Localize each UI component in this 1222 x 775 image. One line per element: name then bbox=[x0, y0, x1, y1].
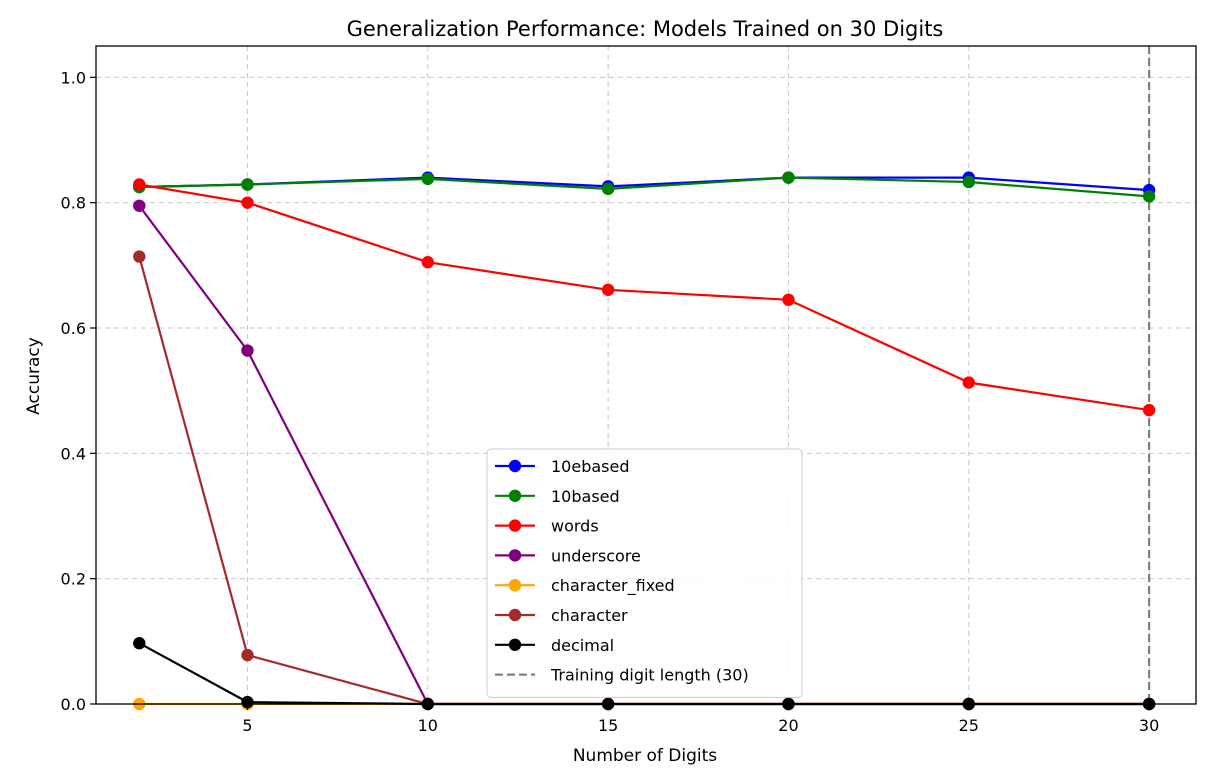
legend-label-training-digit-length-30-: Training digit length (30) bbox=[550, 666, 749, 685]
legend-marker-decimal bbox=[508, 638, 522, 651]
data-point-words bbox=[962, 376, 975, 389]
legend-label-10based: 10based bbox=[551, 487, 620, 506]
data-point-decimal bbox=[133, 637, 146, 650]
data-point-character bbox=[133, 250, 146, 263]
data-point-words bbox=[1142, 403, 1156, 417]
x-tick-label: 15 bbox=[598, 716, 618, 735]
data-point-decimal bbox=[241, 695, 254, 709]
data-point-words bbox=[601, 283, 615, 296]
data-point-character bbox=[241, 648, 254, 662]
data-point-words bbox=[782, 293, 795, 306]
legend-label-words: words bbox=[551, 517, 599, 536]
legend-box bbox=[486, 448, 803, 698]
legend-label-underscore: underscore bbox=[551, 546, 641, 565]
x-tick-label: 20 bbox=[778, 716, 798, 735]
x-tick-label: 25 bbox=[959, 716, 979, 735]
legend: 10ebased 10based words underscore character_… bbox=[486, 448, 803, 698]
data-point-10based bbox=[601, 182, 615, 196]
legend-label-character-fixed: character_fixed bbox=[551, 576, 675, 596]
legend-marker-10based bbox=[508, 489, 522, 502]
axes-frame bbox=[95, 45, 1197, 705]
x-tick-label: 30 bbox=[1139, 716, 1159, 735]
y-tick-label: 1.0 bbox=[61, 68, 86, 87]
x-tick-label: 10 bbox=[418, 716, 438, 735]
chart-title: Generalization Performance: Models Train… bbox=[347, 17, 944, 41]
ticks: 5 10 15 20 25 30 0.0 0.2 0.4 0.6 0.8 1.0 bbox=[61, 68, 1160, 735]
legend-label-decimal: decimal bbox=[551, 636, 614, 655]
y-tick-label: 0.4 bbox=[61, 444, 86, 463]
y-axis-label: Accuracy bbox=[24, 337, 44, 415]
data-point-words bbox=[421, 256, 435, 269]
legend-marker-words bbox=[508, 519, 522, 532]
y-tick-label: 0.8 bbox=[61, 194, 86, 213]
data-point-10based bbox=[1142, 190, 1156, 203]
x-axis-label: Number of Digits bbox=[573, 746, 717, 766]
legend-marker-underscore bbox=[508, 549, 522, 562]
legend-marker-character-fixed bbox=[508, 579, 522, 592]
legend-label-character: character bbox=[551, 606, 628, 625]
y-tick-label: 0.0 bbox=[61, 695, 86, 714]
series-line-words bbox=[139, 183, 1150, 412]
data-point-10based bbox=[782, 171, 795, 184]
data-point-10based bbox=[241, 178, 254, 191]
legend-marker-10ebased bbox=[508, 459, 522, 473]
data-point-10based bbox=[962, 175, 975, 189]
data-point-underscore bbox=[133, 199, 146, 212]
legend-marker-character bbox=[508, 608, 522, 622]
y-tick-label: 0.2 bbox=[61, 570, 86, 589]
y-tick-label: 0.6 bbox=[61, 319, 86, 338]
data-point-words bbox=[133, 178, 146, 191]
data-point-underscore bbox=[241, 344, 254, 357]
data-point-words bbox=[241, 196, 254, 209]
legend-label-10ebased: 10ebased bbox=[551, 457, 630, 476]
x-tick-label: 5 bbox=[242, 716, 252, 735]
data-point-10based bbox=[421, 172, 435, 186]
